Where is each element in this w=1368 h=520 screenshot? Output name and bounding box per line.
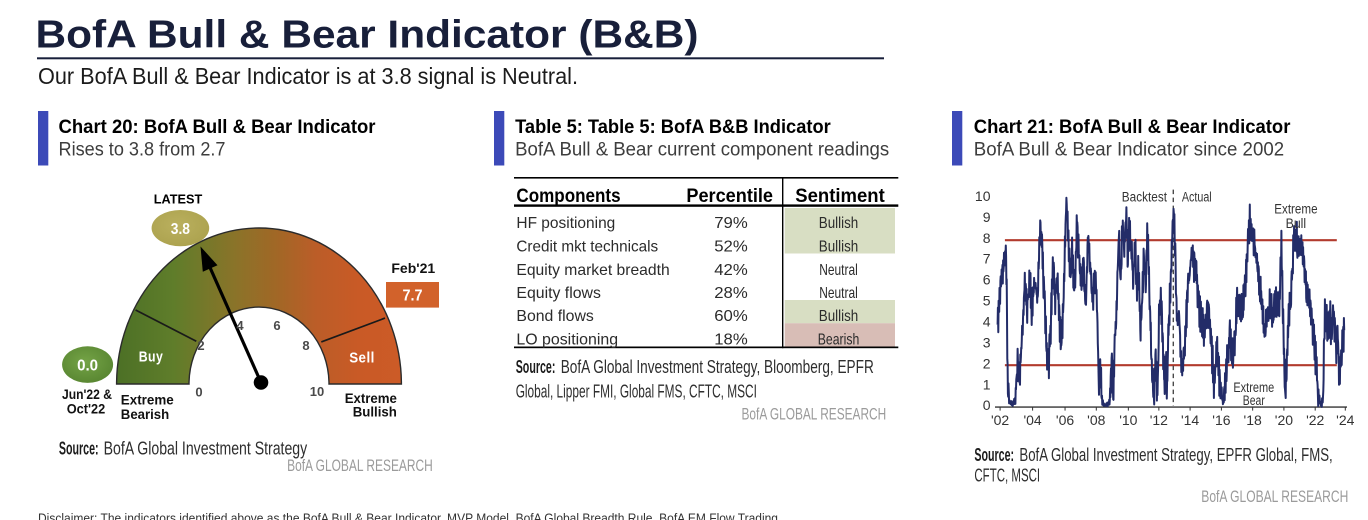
svg-text:BofA Bull & Bear current compo: BofA Bull & Bear current component readi… [515, 140, 889, 161]
svg-text:Bearish: Bearish [818, 331, 860, 348]
svg-text:52%: 52% [714, 239, 748, 256]
svg-text:LATEST: LATEST [154, 191, 203, 206]
svg-text:18%: 18% [714, 331, 748, 348]
svg-text:Bearish: Bearish [121, 406, 169, 422]
svg-text:0.0: 0.0 [77, 357, 98, 374]
svg-text:Bond flows: Bond flows [516, 308, 593, 325]
svg-text:Sell: Sell [349, 351, 375, 367]
svg-text:'18: '18 [1244, 412, 1262, 428]
svg-text:Bullish: Bullish [819, 308, 859, 325]
svg-text:CFTC, MSCI: CFTC, MSCI [974, 464, 1040, 485]
svg-text:HF positioning: HF positioning [516, 215, 615, 232]
svg-text:Neutral: Neutral [819, 262, 858, 279]
svg-text:9: 9 [983, 209, 991, 225]
svg-text:LO positioning: LO positioning [516, 331, 618, 348]
svg-text:'20: '20 [1275, 412, 1293, 428]
svg-text:BofA Bull & Bear Indicator sin: BofA Bull & Bear Indicator since 2002 [974, 140, 1284, 161]
svg-text:Jun'22 &: Jun'22 & [62, 387, 112, 402]
svg-text:'04: '04 [1023, 412, 1041, 428]
svg-text:Equity market breadth: Equity market breadth [516, 262, 669, 279]
svg-text:BofA Global Investment Strateg: BofA Global Investment Strategy [104, 437, 308, 458]
svg-text:BofA Global Investment Strateg: BofA Global Investment Strategy, Bloombe… [561, 356, 874, 377]
svg-text:'22: '22 [1306, 412, 1324, 428]
svg-text:BofA GLOBAL RESEARCH: BofA GLOBAL RESEARCH [742, 405, 887, 424]
svg-text:Equity flows: Equity flows [516, 285, 601, 302]
svg-text:Backtest: Backtest [1122, 190, 1167, 205]
svg-text:4: 4 [236, 318, 244, 333]
svg-text:Neutral: Neutral [819, 285, 858, 302]
svg-text:'16: '16 [1212, 412, 1230, 428]
svg-text:Extreme: Extreme [1274, 202, 1317, 217]
svg-text:Chart 21: BofA Bull & Bear Ind: Chart 21: BofA Bull & Bear Indicator [974, 117, 1291, 138]
svg-text:Bull: Bull [1286, 216, 1307, 231]
svg-text:Extreme: Extreme [121, 392, 174, 408]
svg-text:Global, Lipper FMI, Global FMS: Global, Lipper FMI, Global FMS, CFTC, MS… [516, 381, 757, 402]
svg-text:3.8: 3.8 [171, 221, 191, 238]
svg-text:Percentile: Percentile [686, 186, 773, 207]
svg-text:79%: 79% [714, 215, 748, 232]
svg-text:1: 1 [983, 376, 991, 392]
svg-text:2: 2 [197, 338, 204, 353]
svg-text:Feb'21: Feb'21 [391, 260, 435, 276]
svg-text:4: 4 [983, 314, 991, 330]
svg-text:6: 6 [983, 272, 991, 288]
svg-text:Table 5: Table 5: BofA B&B Ind: Table 5: Table 5: BofA B&B Indicator [515, 117, 831, 138]
svg-text:10: 10 [310, 384, 324, 399]
svg-text:0: 0 [983, 397, 991, 413]
svg-text:Extreme: Extreme [1233, 380, 1274, 395]
svg-text:8: 8 [302, 338, 309, 353]
svg-text:Source:: Source: [974, 444, 1014, 465]
svg-text:Our BofA Bull & Bear Indicator: Our BofA Bull & Bear Indicator is at 3.8… [38, 63, 578, 89]
svg-text:BofA GLOBAL RESEARCH: BofA GLOBAL RESEARCH [1201, 487, 1348, 506]
svg-text:28%: 28% [714, 285, 748, 302]
svg-text:'10: '10 [1119, 412, 1137, 428]
svg-text:Bear: Bear [1243, 393, 1265, 408]
svg-text:Disclaimer: The indicators ide: Disclaimer: The indicators identified ab… [38, 511, 778, 520]
svg-text:Source:: Source: [516, 356, 556, 377]
svg-text:Buy: Buy [139, 350, 164, 366]
svg-text:Bullish: Bullish [819, 239, 859, 256]
svg-text:Source:: Source: [59, 437, 99, 458]
svg-text:Chart 20: BofA Bull & Bear Ind: Chart 20: BofA Bull & Bear Indicator [59, 117, 377, 138]
svg-text:10: 10 [975, 188, 991, 204]
svg-text:Oct'22: Oct'22 [67, 402, 106, 417]
svg-text:60%: 60% [714, 308, 748, 325]
svg-text:Components: Components [516, 186, 620, 207]
svg-text:7.7: 7.7 [403, 288, 423, 305]
svg-text:Bullish: Bullish [353, 404, 397, 420]
svg-text:Credit mkt technicals: Credit mkt technicals [516, 239, 658, 256]
svg-text:Rises to 3.8 from 2.7: Rises to 3.8 from 2.7 [59, 140, 226, 161]
svg-text:'06: '06 [1056, 412, 1074, 428]
svg-text:BofA Global Investment Strateg: BofA Global Investment Strategy, EPFR Gl… [1019, 444, 1332, 465]
svg-text:5: 5 [983, 293, 991, 309]
svg-text:'14: '14 [1181, 412, 1199, 428]
svg-text:0: 0 [195, 385, 202, 400]
svg-text:'08: '08 [1087, 412, 1105, 428]
svg-text:Sentiment: Sentiment [795, 186, 885, 207]
svg-text:Actual: Actual [1182, 190, 1212, 205]
svg-text:7: 7 [983, 251, 991, 267]
svg-text:Extreme: Extreme [345, 390, 397, 406]
svg-text:Bullish: Bullish [819, 215, 859, 232]
svg-text:'02: '02 [991, 412, 1009, 428]
svg-text:3: 3 [983, 334, 991, 350]
svg-text:8: 8 [983, 230, 991, 246]
svg-text:BofA Bull & Bear Indicator (B&: BofA Bull & Bear Indicator (B&B) [36, 14, 699, 57]
svg-text:42%: 42% [714, 262, 748, 279]
svg-text:6: 6 [273, 318, 280, 333]
svg-text:2: 2 [983, 355, 991, 371]
svg-text:BofA GLOBAL RESEARCH: BofA GLOBAL RESEARCH [287, 456, 433, 475]
svg-text:'12: '12 [1150, 412, 1168, 428]
svg-text:'24: '24 [1336, 412, 1354, 428]
